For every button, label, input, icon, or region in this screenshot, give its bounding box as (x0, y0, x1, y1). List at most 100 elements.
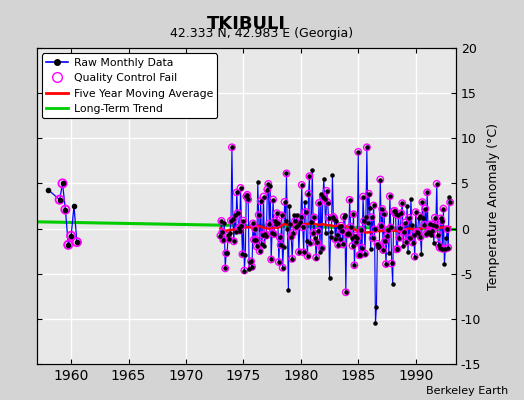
Point (337, 222, 345, 229)
Point (381, 238, 389, 244)
Point (402, 239, 410, 246)
Point (372, 304, 380, 310)
Point (407, 196, 415, 203)
Point (354, 149, 363, 155)
Point (282, 170, 291, 177)
Point (323, 199, 332, 206)
Point (350, 211, 358, 218)
Point (318, 245, 326, 251)
Text: 42.333 N, 42.983 E (Georgia): 42.333 N, 42.983 E (Georgia) (170, 28, 354, 40)
Point (391, 211, 400, 217)
Point (343, 231, 351, 238)
Point (329, 214, 337, 220)
Point (339, 241, 347, 248)
Point (378, 206, 386, 212)
Point (402, 239, 410, 246)
Point (272, 220, 280, 227)
Point (294, 222, 302, 228)
Point (325, 275, 334, 282)
Point (238, 251, 247, 258)
Point (288, 256, 297, 262)
Point (266, 183, 275, 189)
Point (338, 228, 346, 234)
Point (280, 199, 289, 205)
Point (274, 220, 282, 226)
Point (369, 202, 378, 209)
Point (264, 181, 272, 187)
Point (385, 250, 393, 256)
Point (439, 206, 447, 212)
Point (328, 172, 336, 178)
Point (350, 262, 358, 268)
Point (67, 232, 75, 239)
Point (401, 219, 409, 226)
Point (265, 220, 274, 227)
Point (226, 230, 234, 236)
Point (318, 245, 326, 251)
Point (446, 199, 454, 206)
Point (412, 228, 421, 235)
Point (219, 237, 227, 243)
Point (339, 241, 347, 248)
Point (278, 264, 287, 271)
Point (264, 181, 272, 187)
Point (282, 170, 291, 177)
Point (298, 182, 306, 188)
Point (375, 243, 384, 250)
Point (321, 196, 329, 202)
Point (248, 264, 256, 270)
Point (403, 203, 411, 210)
Point (313, 239, 321, 246)
Point (443, 226, 452, 232)
Point (343, 231, 351, 238)
Point (303, 253, 312, 259)
Point (381, 238, 389, 244)
Point (372, 320, 380, 326)
Point (352, 239, 361, 246)
Point (256, 198, 265, 204)
Point (227, 217, 235, 224)
Point (300, 199, 309, 206)
Point (411, 209, 420, 215)
Point (265, 220, 274, 227)
Point (366, 205, 374, 211)
Point (420, 222, 429, 228)
Point (278, 212, 286, 218)
Point (234, 210, 242, 216)
Point (342, 289, 350, 296)
Point (401, 219, 409, 226)
Point (446, 199, 454, 206)
Point (434, 242, 443, 248)
Point (386, 193, 394, 200)
Point (432, 223, 440, 230)
Point (439, 206, 447, 212)
Point (256, 248, 264, 254)
Point (224, 232, 232, 239)
Point (258, 232, 267, 238)
Point (284, 286, 292, 293)
Point (222, 250, 231, 256)
Point (241, 252, 249, 258)
Point (300, 249, 308, 256)
Point (300, 249, 308, 256)
Point (280, 199, 289, 205)
Point (397, 210, 406, 216)
Point (250, 236, 258, 243)
Point (250, 225, 259, 232)
Point (394, 212, 402, 218)
Point (334, 242, 342, 248)
Point (441, 246, 450, 252)
Point (388, 260, 396, 267)
Point (400, 229, 408, 235)
Point (294, 222, 302, 228)
Point (310, 214, 319, 220)
Point (256, 248, 264, 254)
Point (340, 214, 348, 220)
Point (363, 144, 371, 150)
Point (408, 222, 416, 228)
Point (435, 244, 444, 251)
Point (269, 196, 277, 203)
Point (231, 212, 239, 218)
Point (316, 249, 324, 255)
Point (73, 239, 81, 245)
